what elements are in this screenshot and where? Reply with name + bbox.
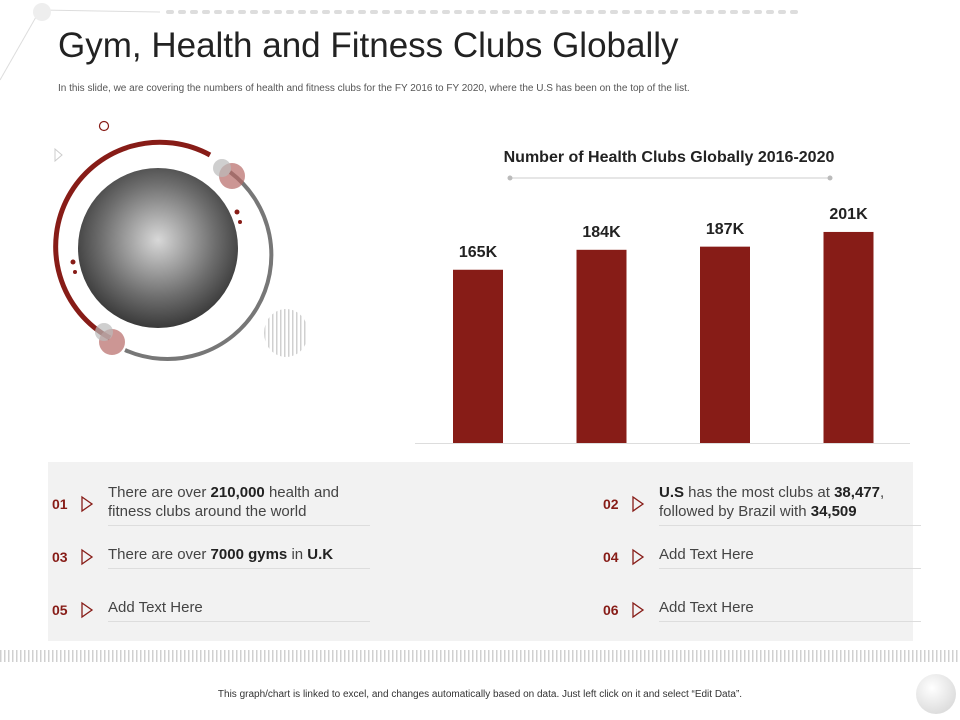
- note: 04 Add Text Here: [603, 545, 921, 569]
- text-run: Add Text Here: [108, 599, 203, 616]
- data-label: 187K: [706, 221, 745, 238]
- note-number: 04: [603, 549, 619, 565]
- data-label: 184K: [582, 224, 621, 241]
- text-run: 7000 gyms: [210, 546, 288, 563]
- bar: [453, 269, 503, 443]
- text-run: in: [287, 546, 308, 563]
- bar: [700, 246, 750, 443]
- bar: [576, 249, 627, 443]
- slide-title: Gym, Health and Fitness Clubs Globally: [58, 26, 679, 65]
- note-text: Add Text Here: [659, 598, 921, 622]
- arrow-icon: [81, 548, 94, 566]
- subtitle: In this slide, we are covering the numbe…: [58, 83, 690, 94]
- text-run: There are over: [108, 546, 211, 563]
- text-run: There are over: [108, 483, 211, 501]
- arrow-icon: [632, 601, 645, 619]
- note: 05 Add Text Here: [52, 598, 370, 622]
- note-text: U.S has the most clubs at 38,477, follow…: [659, 483, 921, 526]
- text-run: U.S: [659, 483, 685, 501]
- decoration: [0, 3, 960, 714]
- arrow-icon: [632, 495, 645, 513]
- text-run: Add Text Here: [659, 546, 754, 563]
- arrow-icon: [632, 548, 645, 566]
- text-run: Add Text Here: [659, 599, 754, 616]
- data-label: 165K: [459, 244, 498, 261]
- text-run: health and fitness clubs around the worl…: [108, 483, 340, 520]
- note: 02 U.S has the most clubs at 38,477, foll…: [603, 483, 921, 526]
- data-label: 201K: [829, 206, 868, 223]
- text-run: 34,509: [810, 502, 857, 520]
- text-run: 210,000: [210, 483, 265, 501]
- note: 01 There are over 210,000 health and fitn…: [52, 483, 370, 526]
- note-text: Add Text Here: [659, 545, 921, 569]
- note-number: 01: [52, 496, 68, 512]
- note-text: Add Text Here: [108, 598, 370, 622]
- chart-title: Number of Health Clubs Globally 2016-202…: [504, 149, 835, 166]
- note: 06 Add Text Here: [603, 598, 921, 622]
- arrow-icon: [81, 601, 94, 619]
- bar: [823, 231, 874, 443]
- note-number: 05: [52, 602, 68, 618]
- note-number: 02: [603, 496, 619, 512]
- note-text: There are over 7000 gyms in U.K: [108, 545, 370, 569]
- note-number: 06: [603, 602, 619, 618]
- text-run: has the most clubs at: [684, 483, 835, 501]
- note: 03 There are over 7000 gyms in U.K: [52, 545, 370, 569]
- text-run: , followed by Brazil with: [659, 483, 885, 520]
- footer: This graph/chart is linked to excel, and…: [217, 689, 743, 700]
- arrow-icon: [81, 495, 94, 513]
- text-run: U.K: [307, 546, 334, 563]
- text-run: 38,477: [834, 483, 880, 501]
- note-text: There are over 210,000 health and fitnes…: [108, 483, 370, 526]
- note-number: 03: [52, 549, 68, 565]
